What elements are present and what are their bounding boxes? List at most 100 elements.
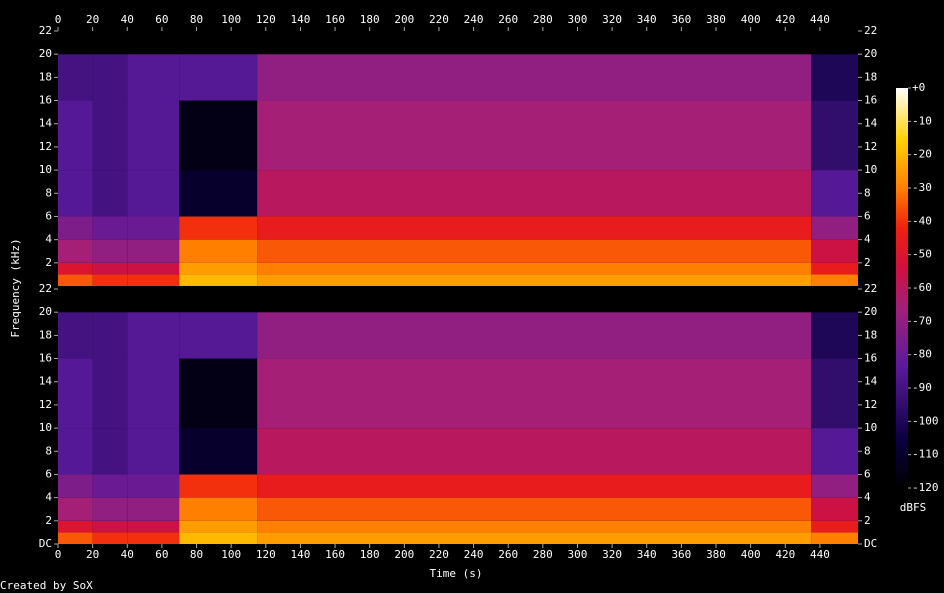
y-tick-label: 10: [39, 421, 52, 434]
spectrogram-cell: [92, 239, 128, 263]
spectrogram-cell: [92, 520, 128, 533]
spectrogram-cell: [58, 31, 93, 55]
x-tick-label: 260: [498, 13, 518, 26]
spectrogram-cell: [92, 170, 128, 217]
spectrogram-cell: [127, 474, 180, 498]
spectrogram-cell: [811, 100, 858, 171]
spectrogram-cell: [58, 262, 93, 275]
spectrogram-cell: [179, 497, 258, 521]
spectrogram-cell: [58, 274, 93, 286]
y-tick-label: 18: [39, 70, 52, 83]
spectrogram-cell: [811, 532, 858, 544]
spectrogram-cell: [179, 170, 258, 217]
y-tick-label: 12: [864, 140, 877, 153]
colorbar-tick-label: -100: [912, 414, 939, 427]
spectrogram-cell: [92, 358, 128, 429]
spectrogram-cell: [179, 428, 258, 475]
spectrogram-cell: [257, 31, 812, 55]
spectrogram-cell: [127, 358, 180, 429]
spectrogram-cell: [179, 31, 258, 55]
spectrogram-cell: [179, 100, 258, 171]
spectrogram-cell: [257, 358, 812, 429]
x-axis-label: Time (s): [430, 567, 483, 580]
y-tick-label: 10: [864, 421, 877, 434]
spectrogram-cell: [127, 262, 180, 275]
x-tick-label: 400: [741, 548, 761, 561]
spectrogram-cell: [58, 216, 93, 240]
y-tick-label: 12: [864, 398, 877, 411]
spectrogram-cell: [179, 262, 258, 275]
x-tick-label: 80: [190, 13, 203, 26]
spectrogram-cell: [127, 216, 180, 240]
spectrogram-cell: [257, 532, 812, 544]
y-tick-label: 12: [39, 398, 52, 411]
spectrogram-cell: [257, 428, 812, 475]
spectrogram-cell: [92, 31, 128, 55]
spectrogram-cell: [811, 497, 858, 521]
spectrogram-cell: [58, 54, 93, 101]
footer: Created by SoX: [0, 579, 93, 592]
x-tick-label: 400: [741, 13, 761, 26]
spectrogram-cell: [127, 170, 180, 217]
spectrogram-cell: [257, 239, 812, 263]
spectrogram-cell: [58, 532, 93, 544]
x-tick-label: 20: [86, 13, 99, 26]
x-tick-label: 420: [775, 548, 795, 561]
spectrogram-cell: [92, 312, 128, 359]
y-tick-label: 2: [45, 256, 52, 269]
x-tick-label: 40: [121, 548, 134, 561]
x-tick-label: 100: [221, 548, 241, 561]
spectrogram-cell: [257, 497, 812, 521]
colorbar-tick-label: -80: [912, 348, 932, 361]
colorbar-tick-label: -20: [912, 148, 932, 161]
y-tick-label: 20: [864, 305, 877, 318]
spectrogram-cell: [257, 520, 812, 533]
spectrogram-cell: [58, 170, 93, 217]
x-tick-label: 380: [706, 548, 726, 561]
x-tick-label: 440: [810, 548, 830, 561]
spectrogram-cell: [179, 216, 258, 240]
spectrogram-cell: [58, 239, 93, 263]
y-tick-label: 22: [39, 24, 52, 37]
y-tick-label: 16: [864, 94, 877, 107]
spectrogram-cell: [179, 532, 258, 544]
x-tick-label: 180: [360, 13, 380, 26]
y-tick-label: 8: [864, 186, 871, 199]
y-tick-label: 6: [864, 209, 871, 222]
spectrogram-cell: [127, 289, 180, 313]
spectrogram-cell: [257, 262, 812, 275]
x-tick-label: 280: [533, 548, 553, 561]
colorbar-tick-label: -120: [912, 481, 939, 494]
spectrogram-cell: [92, 532, 128, 544]
y-tick-label: 2: [864, 514, 871, 527]
spectrogram-cell: [92, 497, 128, 521]
spectrogram-cell: [127, 497, 180, 521]
x-tick-label: 300: [568, 548, 588, 561]
x-tick-label: 200: [394, 548, 414, 561]
y-tick-label: 10: [39, 163, 52, 176]
y-tick-label: 8: [45, 186, 52, 199]
spectrogram-cell: [127, 239, 180, 263]
x-tick-label: 0: [55, 548, 62, 561]
colorbar-tick-label: -30: [912, 181, 932, 194]
spectrogram-cell: [58, 497, 93, 521]
y-tick-label: DC: [864, 537, 877, 550]
spectrogram-cell: [92, 262, 128, 275]
y-tick-label: 18: [39, 328, 52, 341]
spectrogram-cell: [811, 170, 858, 217]
y-tick-label: 16: [864, 352, 877, 365]
colorbar-tick-label: -70: [912, 314, 932, 327]
x-tick-label: 140: [290, 548, 310, 561]
spectrogram-cell: [127, 520, 180, 533]
spectrogram-cell: [179, 520, 258, 533]
spectrogram-cell: [58, 358, 93, 429]
y-tick-label: 10: [864, 163, 877, 176]
spectrogram-cell: [179, 358, 258, 429]
x-tick-label: 160: [325, 548, 345, 561]
x-tick-label: 80: [190, 548, 203, 561]
y-tick-label: 14: [39, 117, 53, 130]
y-tick-label: 6: [45, 209, 52, 222]
x-tick-label: 40: [121, 13, 134, 26]
